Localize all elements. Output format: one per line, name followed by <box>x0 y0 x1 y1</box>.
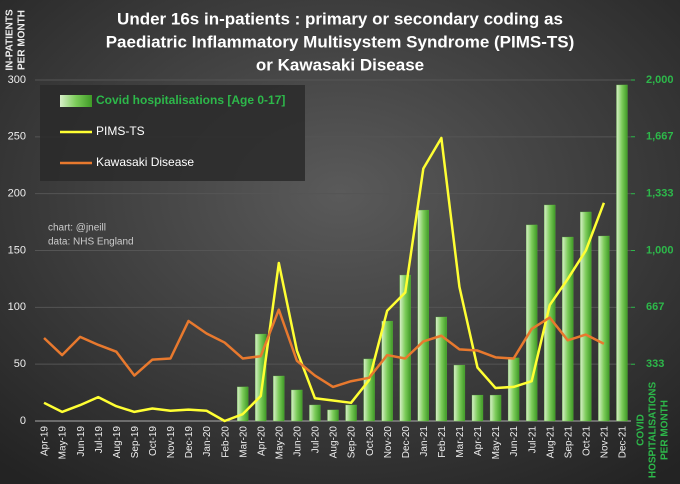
legend-label: PIMS-TS <box>96 124 145 138</box>
y2-axis-label: PER MONTH <box>660 400 671 460</box>
x-tick-label: Nov-20 <box>383 426 394 459</box>
line <box>43 136 606 423</box>
y-axis-label: PER MONTH <box>17 10 28 70</box>
y-tick-label: 0 <box>20 415 26 427</box>
x-tick-label: Dec-19 <box>184 426 195 459</box>
bar <box>363 358 375 422</box>
bar <box>471 394 484 422</box>
x-tick-label: Mar-21 <box>455 426 466 458</box>
bar <box>273 375 285 422</box>
x-tick-label: May-20 <box>274 426 285 460</box>
bar <box>417 209 429 422</box>
y2-tick-label: 2,000 <box>646 74 674 86</box>
y2-tick-label: 1,667 <box>646 131 674 143</box>
bar <box>435 316 448 422</box>
annotation: chart: @jneill <box>48 223 106 234</box>
x-tick-label: Aug-19 <box>112 426 123 459</box>
y2-tick-label: 667 <box>646 301 664 313</box>
x-tick-label: Apr-19 <box>40 426 51 456</box>
bar <box>327 409 339 422</box>
x-tick-label: Jul-21 <box>527 426 538 454</box>
y-tick-label: 150 <box>8 244 26 256</box>
y2-tick-label: 1,000 <box>646 244 674 256</box>
x-tick-label: Dec-20 <box>401 426 412 459</box>
y-tick-label: 50 <box>14 358 26 370</box>
y2-axis-label: COVID <box>636 414 647 446</box>
y-axis-label: IN-PATIENTS <box>5 9 16 71</box>
bar <box>255 333 267 422</box>
y-tick-label: 300 <box>8 74 26 86</box>
chart-title: or Kawasaki Disease <box>256 55 424 74</box>
bar <box>345 404 357 422</box>
x-tick-label: May-21 <box>491 426 502 460</box>
x-tick-label: Sep-19 <box>130 426 141 459</box>
legend-swatch <box>60 95 92 107</box>
x-tick-label: Aug-21 <box>545 426 556 459</box>
y-tick-label: 250 <box>8 131 26 143</box>
x-tick-label: Aug-20 <box>329 426 340 459</box>
chart-title: Under 16s in-patients : primary or secon… <box>117 9 563 28</box>
y-tick-label: 200 <box>8 188 26 200</box>
x-tick-label: Sep-21 <box>563 426 574 459</box>
x-tick-label: Apr-20 <box>256 426 267 456</box>
x-tick-label: Oct-20 <box>365 426 376 456</box>
bar <box>598 235 610 422</box>
x-tick-label: Oct-21 <box>581 426 592 456</box>
x-tick-label: Apr-21 <box>473 426 484 456</box>
y2-axis-label: HOSPITALISATIONS <box>648 382 659 479</box>
y-tick-label: 100 <box>8 301 26 313</box>
bar <box>544 204 556 422</box>
bar <box>309 404 321 422</box>
annotation: data: NHS England <box>48 237 134 248</box>
x-tick-label: Dec-21 <box>618 426 629 459</box>
x-tick-label: May-19 <box>58 426 69 460</box>
bar <box>526 224 538 422</box>
bar <box>616 84 628 422</box>
x-tick-label: Feb-20 <box>220 426 231 458</box>
bar <box>562 236 574 422</box>
x-tick-label: Mar-20 <box>238 426 249 458</box>
x-tick-label: Jun-19 <box>76 426 87 457</box>
bar <box>507 357 520 422</box>
y2-tick-label: 1,333 <box>646 188 674 200</box>
bar <box>381 320 393 422</box>
bar <box>291 389 303 422</box>
x-tick-label: Jun-20 <box>293 426 304 457</box>
line <box>43 308 605 389</box>
bar <box>580 211 592 422</box>
bar <box>399 274 411 422</box>
x-tick-label: Feb-21 <box>437 426 448 458</box>
x-tick-label: Oct-19 <box>148 426 159 456</box>
x-tick-label: Nov-21 <box>600 426 611 459</box>
y2-tick-label: 333 <box>646 358 664 370</box>
x-tick-label: Jul-20 <box>311 426 322 454</box>
x-tick-label: Sep-20 <box>347 426 358 459</box>
x-tick-label: Jan-20 <box>202 426 213 457</box>
x-tick-label: Nov-19 <box>166 426 177 459</box>
x-tick-label: Jun-21 <box>509 426 520 457</box>
bar <box>453 364 466 422</box>
x-tick-label: Jul-19 <box>94 426 105 454</box>
x-tick-label: Jan-21 <box>419 426 430 457</box>
bar <box>237 386 249 422</box>
legend-label: Kawasaki Disease <box>96 155 194 169</box>
legend-label: Covid hospitalisations [Age 0-17] <box>96 93 285 107</box>
bar <box>489 394 502 422</box>
chart-title: Paediatric Inflammatory Multisystem Synd… <box>106 32 575 51</box>
